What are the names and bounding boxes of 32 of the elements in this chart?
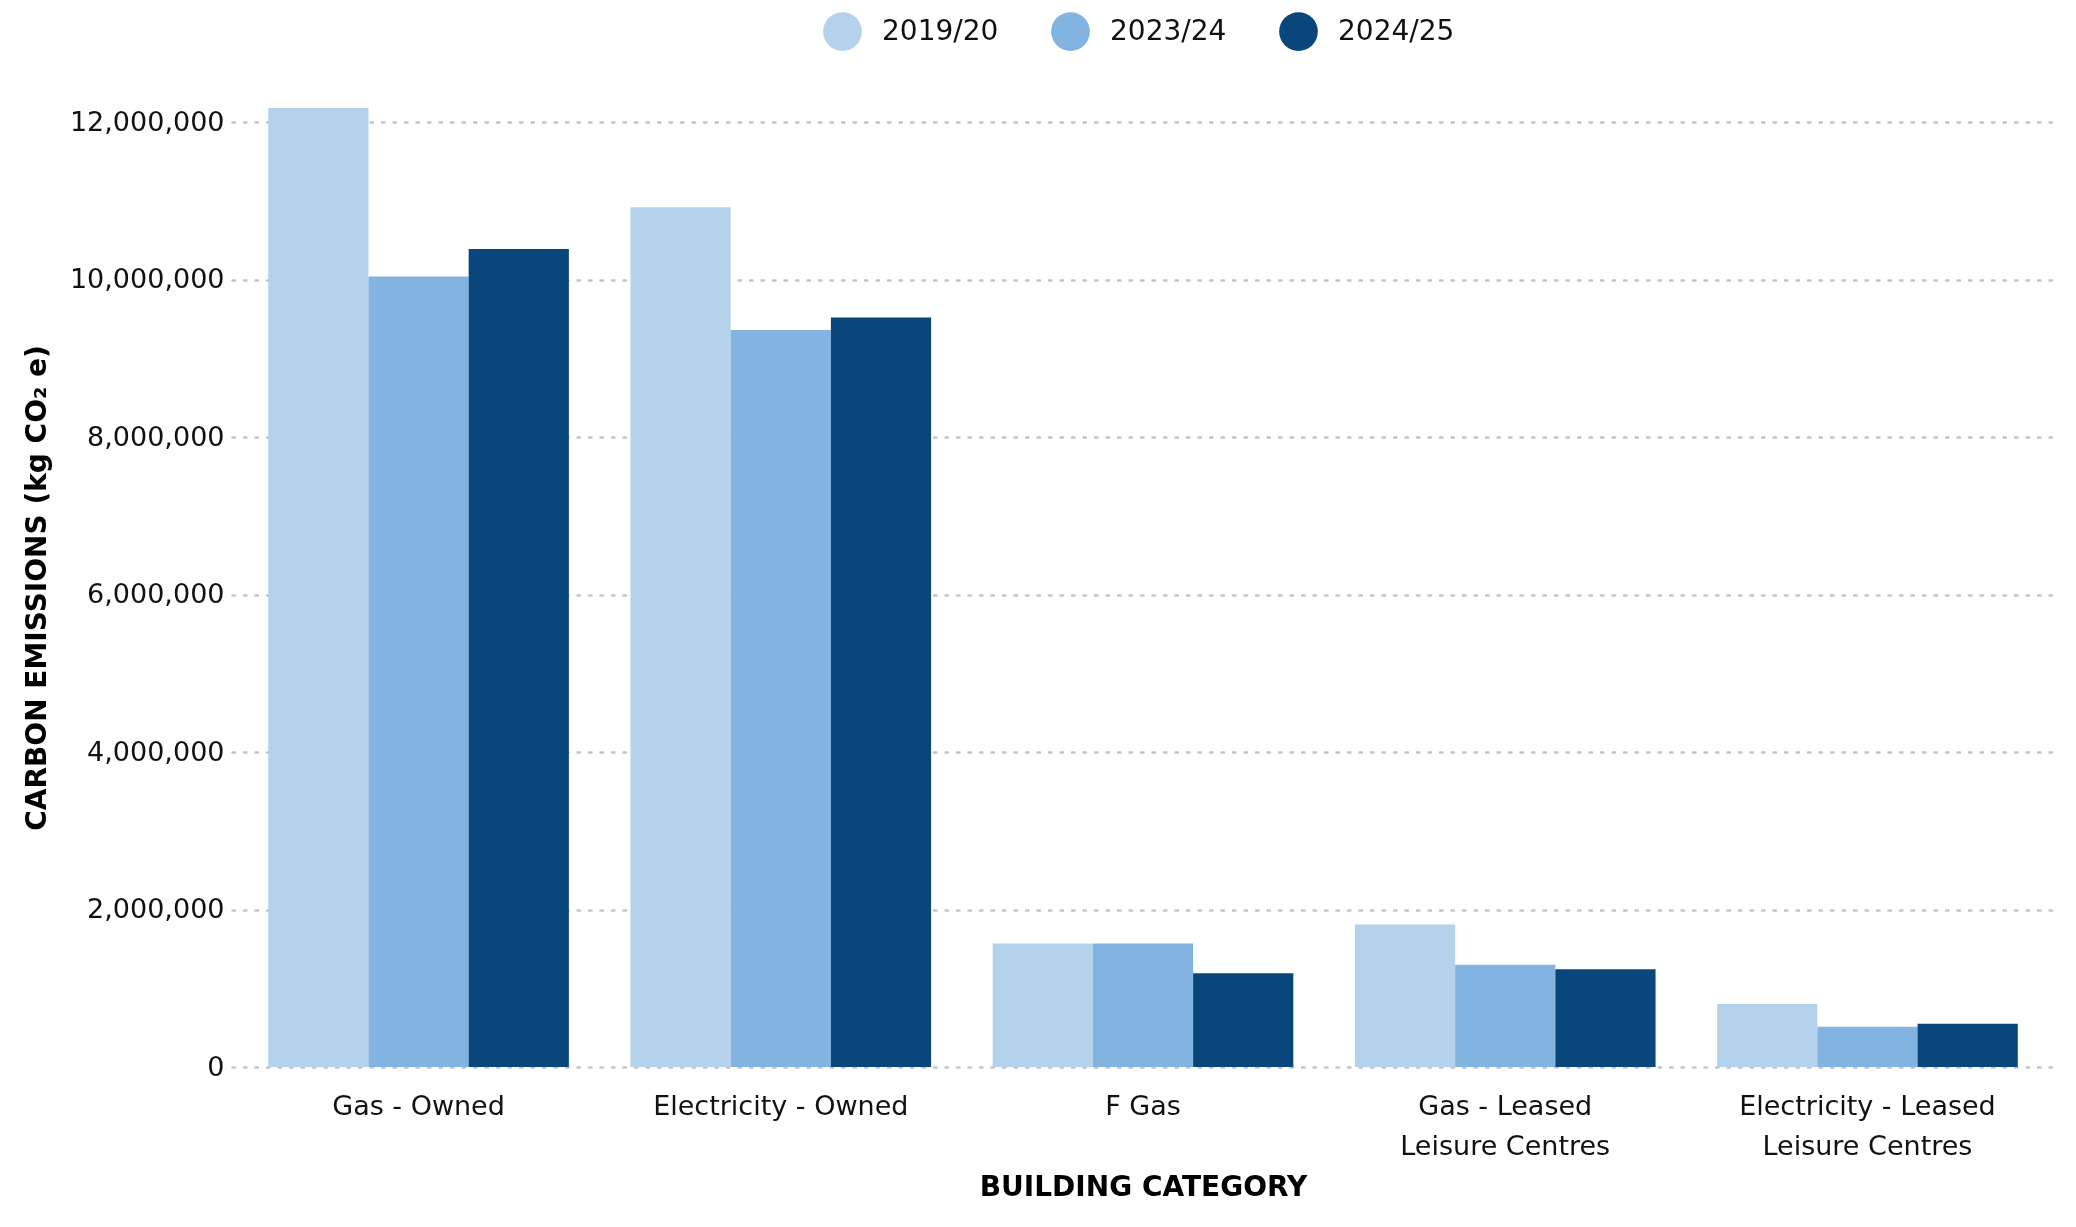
bar bbox=[630, 207, 731, 1067]
bar bbox=[1817, 1026, 1918, 1067]
bar bbox=[368, 276, 469, 1067]
x-tick-label: Electricity - Leased Leisure Centres bbox=[1739, 1089, 1996, 1161]
x-tick-label: Gas - Owned bbox=[332, 1089, 505, 1121]
bar bbox=[830, 317, 932, 1067]
y-tick-label: 2,000,000 bbox=[87, 893, 225, 925]
x-tick-label: Electricity - Owned bbox=[653, 1089, 909, 1121]
y-tick-label: 4,000,000 bbox=[87, 735, 225, 767]
y-tick-label: 8,000,000 bbox=[87, 420, 225, 452]
legend-label: 2023/24 bbox=[1110, 13, 1227, 47]
y-tick-label: 0 bbox=[207, 1050, 225, 1082]
bar bbox=[1092, 943, 1194, 1067]
x-axis-title: BUILDING CATEGORY bbox=[979, 1169, 1308, 1203]
x-tick-label: F Gas bbox=[1105, 1089, 1181, 1121]
bar bbox=[992, 943, 1093, 1067]
x-tick-label: Gas - Leased Leisure Centres bbox=[1400, 1089, 1611, 1161]
bar bbox=[1717, 1004, 1818, 1067]
bar bbox=[1193, 973, 1294, 1067]
y-tick-label: 10,000,000 bbox=[69, 263, 225, 295]
y-axis-title: CARBON EMISSIONS (kg CO₂ e) bbox=[19, 345, 53, 831]
bar bbox=[730, 330, 831, 1067]
bar bbox=[1354, 924, 1456, 1067]
legend-label: 2024/25 bbox=[1338, 13, 1455, 47]
y-tick-label: 6,000,000 bbox=[87, 578, 225, 610]
y-tick-label: 12,000,000 bbox=[69, 105, 225, 137]
bar bbox=[1455, 964, 1556, 1067]
bar bbox=[1917, 1023, 2018, 1067]
bar bbox=[1555, 969, 1656, 1067]
bar bbox=[268, 108, 369, 1067]
legend-label: 2019/20 bbox=[882, 13, 999, 47]
bar bbox=[468, 248, 569, 1067]
